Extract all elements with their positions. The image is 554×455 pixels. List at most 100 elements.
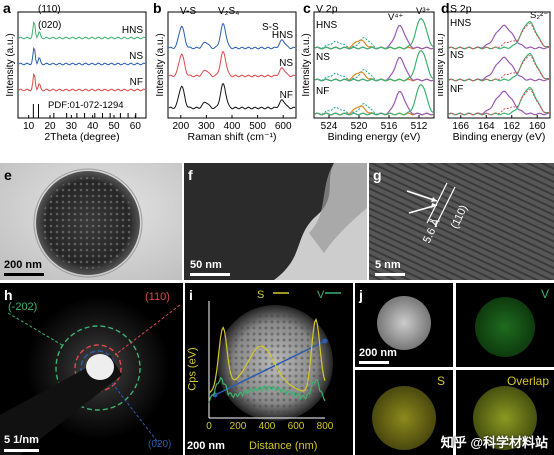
xps-v-component [314,84,434,116]
map-overlap: Overlap [456,370,554,455]
raman-tick-label: 200 [172,121,189,132]
xrd-tick-label: 20 [44,121,56,132]
linescan-tick-label: 0 [206,421,212,432]
xps-s-component [448,53,550,82]
xps-v-component [314,50,434,82]
xps-v-label: V⁴⁺ [388,12,403,23]
eds-linescan: 0 200 400 600 800 [185,283,353,455]
xps-v-tick-label: 520 [351,121,368,132]
xrd-series-label: NF [130,77,143,88]
raman-band-label: V₂S₄ [218,6,239,17]
xps-s-tick-label: 162 [503,121,520,132]
hrtem-image [369,163,554,280]
xrd-ylabel: Intensity (a.u.) [5,33,16,96]
raman-xlabel: Raman shift (cm⁻¹) [188,131,277,143]
xps-v-title: V 2p [316,3,338,15]
saed-pattern [0,283,183,455]
xrd-chart: 10 20 30 40 50 60 2Theta (degree) Intensity (a.… [5,4,147,143]
ylabel-i: Cps (eV) [186,347,199,391]
xps-v-series-label: NS [316,52,330,63]
xrd-tick-label: 40 [87,121,99,132]
xps-s-series-label: HNS [450,18,471,29]
panel-j-scalebar: 200 nm [359,347,397,359]
map-v: V [456,283,554,367]
panel-a: a 10 20 30 40 50 60 2Theta (degree) Intensity (… [0,0,150,150]
panel-i: 0 200 400 600 800 i S V Cps (eV) Distance (n… [185,283,353,455]
panel-g-letter: g [373,167,382,183]
xps-s-tick-label: 166 [452,121,469,132]
panel-g-scalebar: 5 nm [375,259,401,271]
xps-v-component [314,18,434,50]
xrd-tick-label: 50 [108,121,120,132]
linescan-path [214,340,326,396]
xrd-frame [17,11,147,119]
xps-v-series-label: NF [316,86,329,97]
map-overlap-label: Overlap [506,374,549,388]
xps-s-ylabel: Intensity (a.u.) [438,33,446,96]
map-s-label: S [436,374,445,388]
raman-ylabel: Intensity (a.u.) [155,33,166,96]
xps-v-label: V³⁺ [416,6,431,17]
linescan-series-V [208,376,326,404]
panel-e-scalebar: 200 nm [4,259,42,271]
xps-v-xlabel: Binding energy (eV) [328,131,421,143]
xps-s-title: S 2p [450,3,472,15]
xps-s-xlabel: Binding energy (eV) [453,131,546,143]
panel-c-letter: c [303,0,311,16]
panel-e: e 200 nm [0,163,182,280]
xps-v-component [314,91,434,116]
panel-b-letter: b [153,0,162,16]
panel-h-letter: h [4,287,13,303]
raman-series-label: NF [280,90,293,101]
xps-s-label: S₂²⁻ [530,10,548,21]
panel-c: c 524 520 516 512 Binding energy (eV) Intensi… [300,0,438,150]
xps-s-component [448,87,550,116]
xps-s-series-NF [448,89,550,116]
map-s: S [355,370,453,455]
xps-v-frame [313,11,435,119]
xps-s-series-HNS [448,23,550,50]
ring-label-020: (020) [148,439,172,450]
raman-band-label: V-S [180,6,196,17]
xps-s-tick-label: 160 [529,121,546,132]
panel-j-letter: j [359,287,363,303]
xps-v-tick-label: 516 [381,121,398,132]
linescan-tick-label: 200 [230,421,247,432]
xrd-tick-label: 60 [130,121,142,132]
xrd-tick-label: 10 [23,121,35,132]
raman-series-HNS [168,23,296,50]
linescan-tick-label: 400 [259,421,276,432]
raman-tick-label: 500 [249,121,266,132]
map-v-label: V [540,287,549,301]
ring-label-m202: (-202) [8,301,38,313]
panel-b: b 200 300 400 500 600 Raman shift (cm⁻¹) Inten… [150,0,300,150]
xrd-peak-label: (110) [38,4,61,15]
xps-v-tick-label: 512 [411,121,428,132]
raman-series-label: HNS [272,30,293,41]
panel-h: h (-202) (110) (020) 5 1/nm [0,283,183,455]
xlabel-i: Distance (nm) [249,440,318,452]
panel-i-scalebar: 200 nm [187,440,225,452]
xps-v-ylabel: Intensity (a.u.) [301,33,312,96]
panel-d: d 166 164 162 160 Binding energy (eV) Intensi… [438,0,554,150]
legend-v: V [317,289,325,301]
panel-g: g 5.6 Å (110) 5 nm [369,163,554,280]
xps-v-tick-label: 524 [321,121,338,132]
panel-d-letter: d [441,0,450,16]
xrd-tick-label: 30 [66,121,78,132]
linescan-series-S [208,317,326,394]
xrd-series-NS [18,46,146,66]
tem-edge-image [184,163,367,280]
xps-s-series-NS [448,55,550,82]
raman-tick-label: 600 [275,121,292,132]
map-haadf: 200 nm j [355,283,453,367]
ring-label-110: (110) [145,291,170,303]
linescan-end [322,338,328,344]
panel-a-letter: a [3,0,11,16]
xps-v-component [314,57,434,82]
panel-j: 200 nm j V S Overlap [355,283,554,455]
watermark: 知乎 @科学材料站 [440,435,548,450]
